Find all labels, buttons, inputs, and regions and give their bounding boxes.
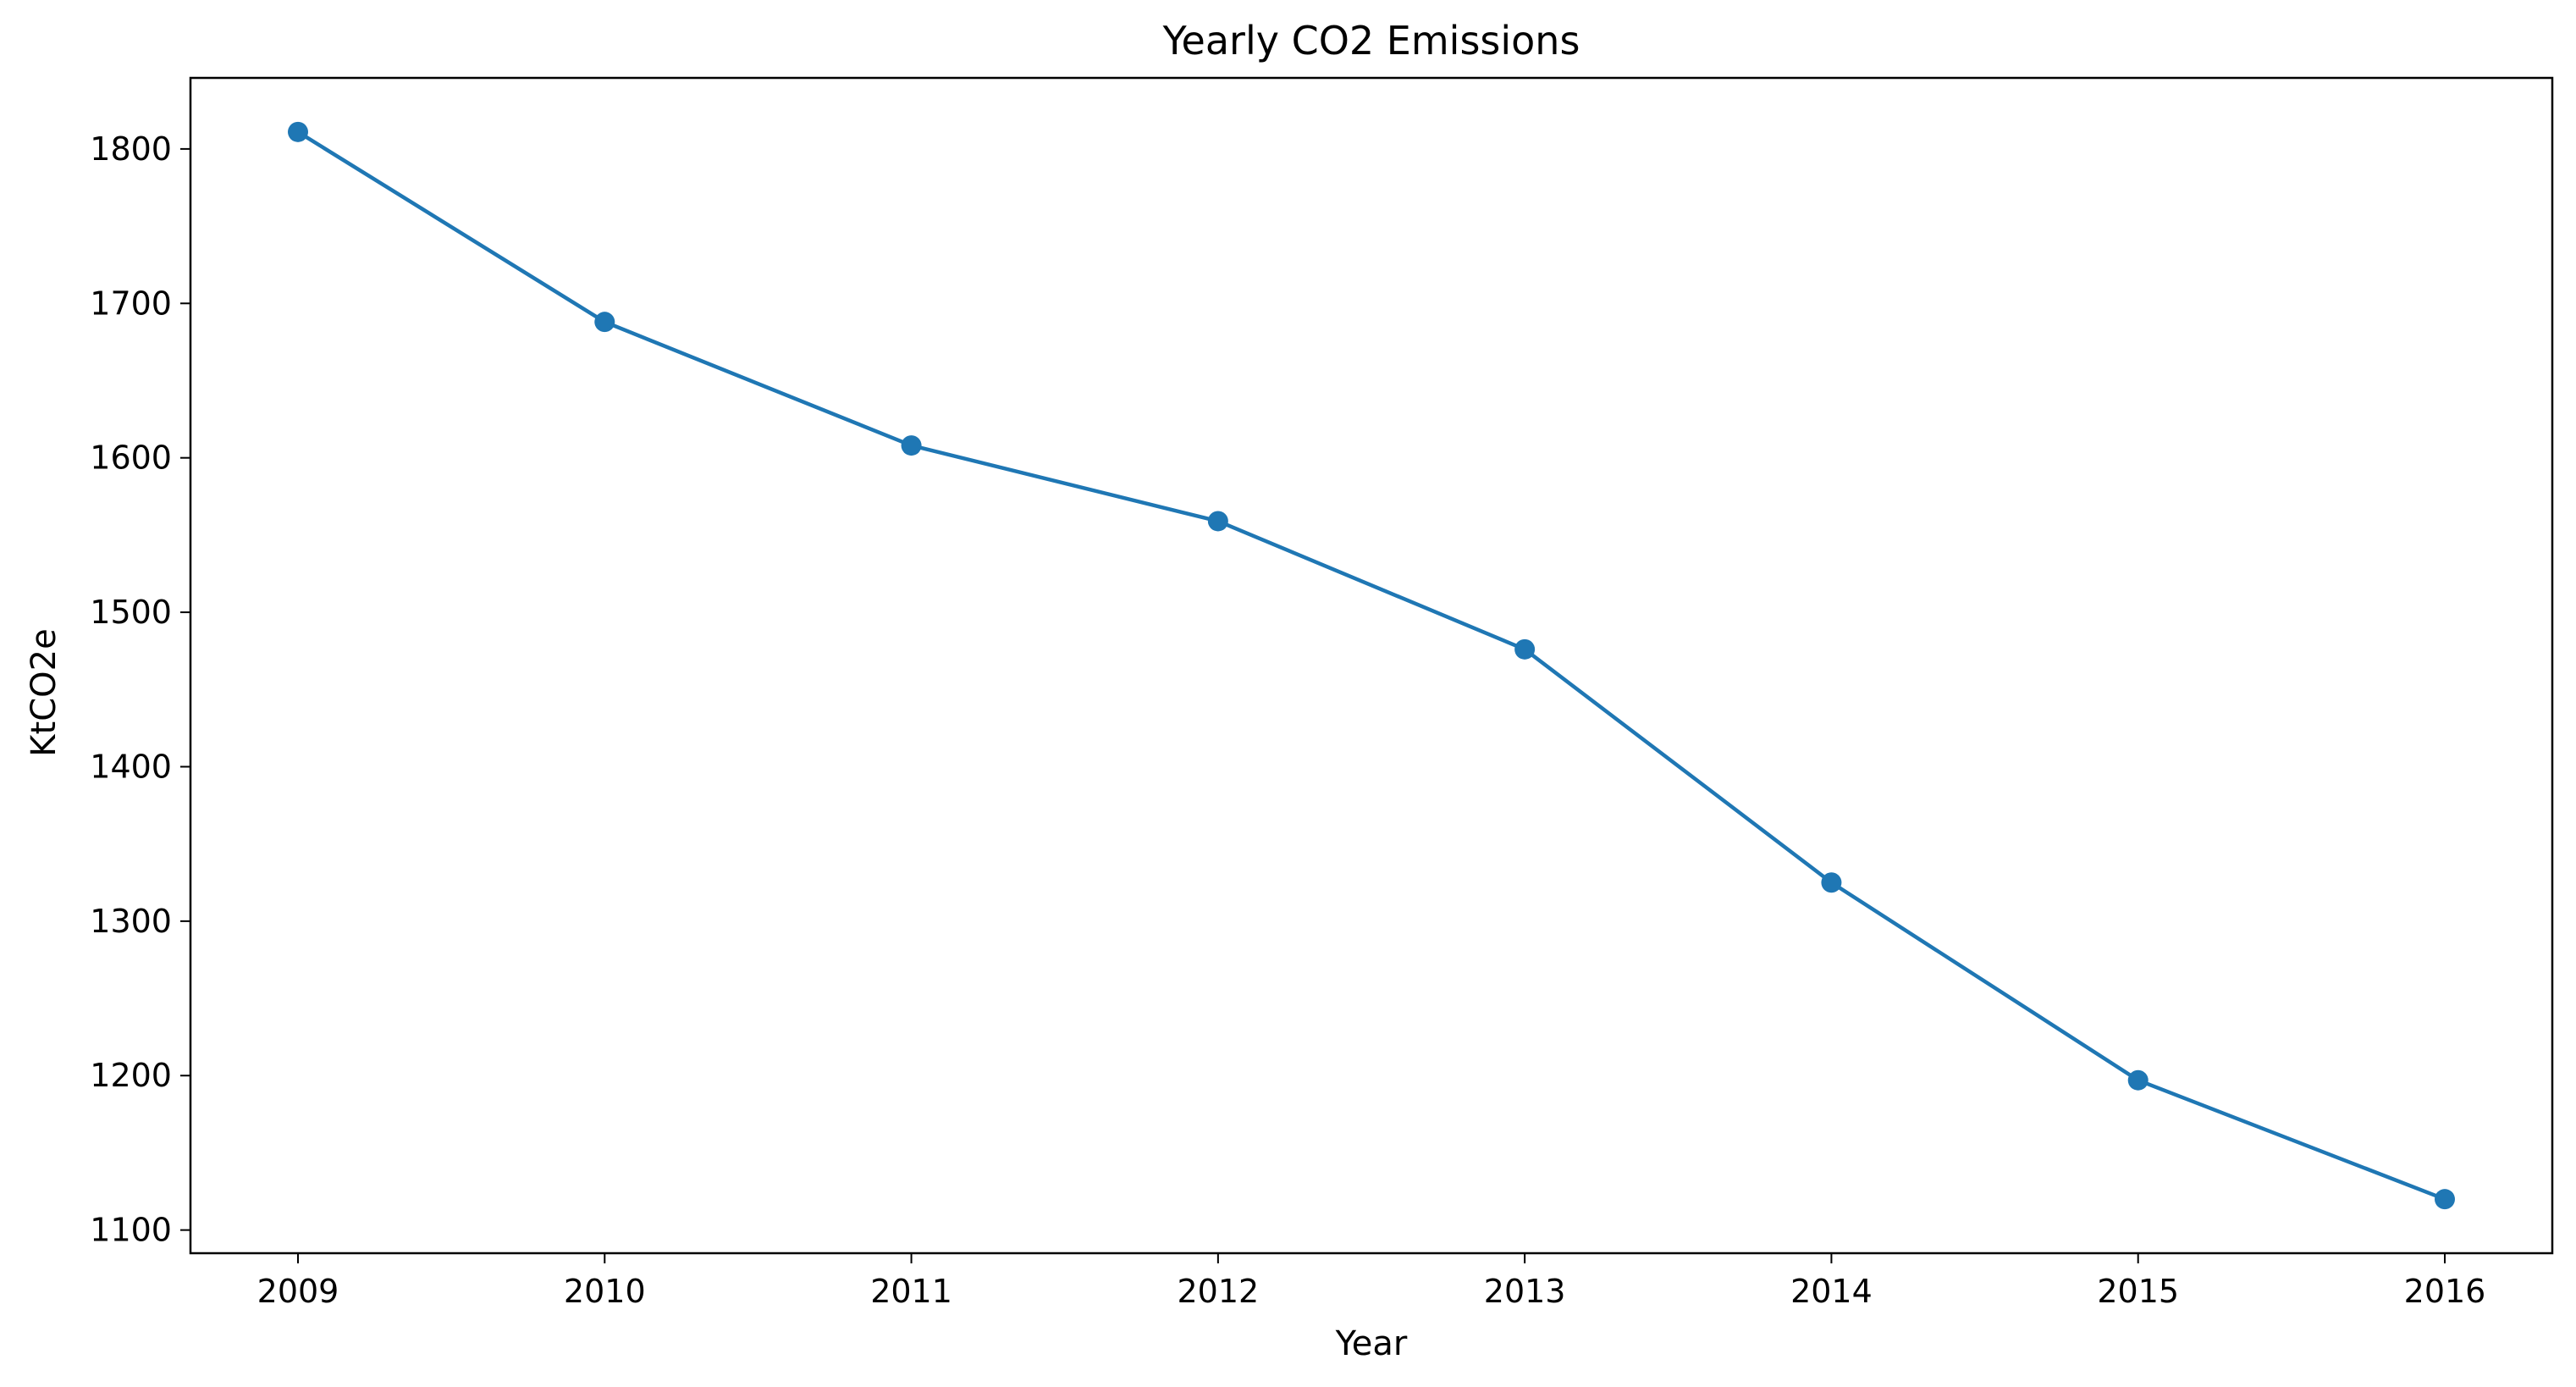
- plot-frame: [189, 76, 2554, 1255]
- y-tick-label: 1600: [90, 439, 172, 477]
- x-tick-label: 2015: [2097, 1273, 2179, 1310]
- x-tick-label: 2011: [870, 1273, 952, 1310]
- data-point: [2127, 1069, 2149, 1091]
- y-tick-label: 1200: [90, 1057, 172, 1094]
- y-tick-label: 1300: [90, 903, 172, 940]
- x-tick-label: 2009: [257, 1273, 339, 1310]
- series-line: [295, 130, 2447, 1202]
- y-tick-label: 1100: [90, 1212, 172, 1249]
- y-axis-label: KtCO2e: [25, 628, 63, 756]
- data-point: [594, 312, 615, 333]
- data-point: [2435, 1189, 2455, 1210]
- y-tick-label: 1700: [90, 285, 172, 322]
- data-point: [1207, 511, 1228, 532]
- data-point: [1821, 872, 1842, 893]
- data-point: [901, 435, 922, 456]
- x-tick-label: 2012: [1177, 1273, 1259, 1310]
- y-tick-label: 1500: [90, 594, 172, 631]
- x-tick-label: 2013: [1484, 1273, 1566, 1310]
- y-tick-label: 1800: [90, 130, 172, 168]
- data-point: [1514, 638, 1536, 660]
- x-tick-label: 2016: [2404, 1273, 2486, 1310]
- y-tick-label: 1400: [90, 748, 172, 785]
- data-point: [288, 121, 308, 142]
- x-axis-label: Year: [1335, 1324, 1408, 1363]
- chart-title: Yearly CO2 Emissions: [1162, 18, 1580, 64]
- x-tick-label: 2010: [564, 1273, 646, 1310]
- plot-area: 2009 2010 2011 2012 2013 2014 2015 2016 1100 1200…: [90, 76, 2554, 1310]
- x-tick-label: 2014: [1790, 1273, 1873, 1310]
